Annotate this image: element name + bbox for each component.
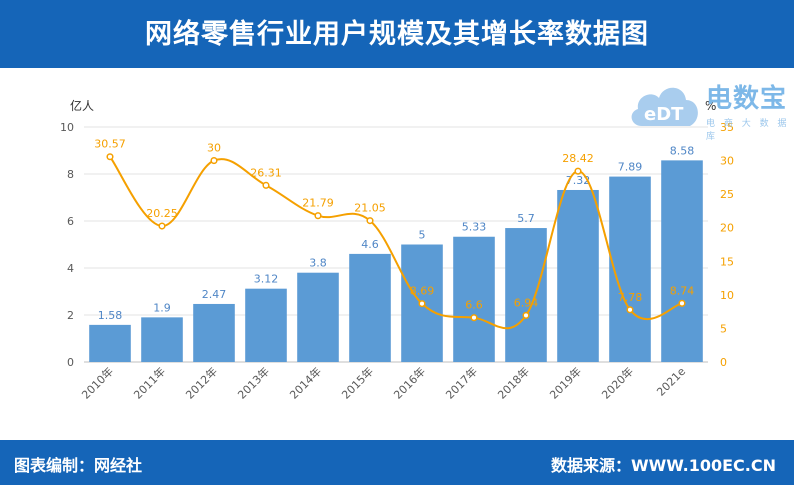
bar-value-label: 8.58: [670, 144, 695, 157]
logo-subtitle: 电 商 大 数 据 库: [706, 119, 790, 142]
bar: [141, 317, 183, 362]
line-point: [314, 212, 322, 220]
bar-value-label: 3.12: [254, 273, 279, 286]
x-axis-tick-label: 2017年: [443, 364, 480, 401]
data-source: 数据来源：WWW.100EC.CN: [550, 456, 776, 475]
header-bar: 网络零售行业用户规模及其增长率数据图: [0, 0, 794, 68]
bar: [661, 160, 703, 362]
line-value-label: 20.25: [146, 207, 178, 220]
bar: [557, 189, 599, 362]
bar: [453, 236, 495, 362]
cloud-logo-icon: eDT: [631, 87, 698, 126]
bar: [349, 253, 391, 362]
line-value-label: 21.79: [302, 197, 334, 210]
right-axis-tick-label: 30: [720, 155, 734, 168]
left-axis-tick-label: 8: [67, 168, 74, 181]
line-point: [678, 299, 686, 307]
growth-line-series: 30.57 20.25 30 26.31 21.79 21.05 8.69 6.6 6.94 28…: [94, 138, 695, 330]
x-axis-tick-label: 2014年: [287, 364, 324, 401]
x-axis: 2010年 2011年 2012年 2013年 2014年 2015年 2016年 2017年…: [79, 364, 689, 401]
line-point: [626, 306, 634, 314]
bar: [609, 176, 651, 362]
x-axis-tick-label: 2013年: [235, 364, 272, 401]
left-axis-tick-label: 6: [67, 215, 74, 228]
line-point: [366, 217, 374, 225]
bar-value-label: 4.6: [361, 238, 379, 251]
growth-line: [109, 156, 683, 330]
bar: [297, 272, 339, 362]
line-value-label: 8.74: [670, 284, 695, 297]
bar-value-label: 5: [419, 229, 426, 242]
right-axis-tick-label: 35: [720, 121, 734, 134]
bar-value-label: 5.33: [462, 221, 487, 234]
line-value-label: 28.42: [562, 152, 594, 165]
line-value-label: 8.69: [410, 285, 435, 298]
right-axis-tick-label: 5: [720, 322, 727, 335]
bar-value-label: 2.47: [202, 288, 227, 301]
x-axis-tick-label: 2018年: [495, 364, 532, 401]
bar-value-label: 1.9: [153, 301, 171, 314]
line-point: [158, 222, 166, 230]
line-point: [522, 311, 530, 319]
line-value-label: 7.78: [618, 291, 643, 304]
footer-bar: 图表编制：网经社 数据来源：WWW.100EC.CN: [0, 440, 794, 485]
x-axis-tick-label: 2021e: [654, 365, 688, 399]
right-axis-tick-label: 15: [720, 255, 734, 268]
bar: [505, 228, 547, 362]
grid-lines: [84, 126, 708, 363]
page-title: 网络零售行业用户规模及其增长率数据图: [145, 19, 649, 50]
bar-value-label: 3.8: [309, 257, 327, 270]
line-value-label: 6.94: [514, 296, 539, 309]
logo-mark-text: eDT: [644, 104, 684, 125]
bar: [89, 324, 131, 362]
left-axis: 0 2 4 6 8 10: [60, 121, 74, 369]
line-value-label: 26.31: [250, 166, 282, 179]
line-value-label: 30.57: [94, 138, 126, 151]
left-axis-tick-label: 4: [67, 262, 74, 275]
x-axis-tick-label: 2016年: [391, 364, 428, 401]
right-axis-tick-label: 25: [720, 188, 734, 201]
line-point: [470, 314, 478, 322]
line-point: [574, 167, 582, 175]
chart-credit: 图表编制：网经社: [14, 456, 143, 475]
line-point: [418, 300, 426, 308]
left-axis-tick-label: 0: [67, 356, 74, 369]
x-axis-tick-label: 2020年: [599, 364, 636, 401]
bar: [193, 303, 235, 362]
line-value-label: 21.05: [354, 202, 386, 215]
x-axis-tick-label: 2011年: [131, 364, 168, 401]
line-point: [262, 181, 270, 189]
bar: [245, 288, 287, 362]
bar-value-label: 1.58: [98, 309, 123, 322]
line-point: [106, 153, 114, 161]
chart: 0 2 4 6 8 10 0 5 10 15 20 25 30 35 1.58 1.9 2.47 3.12 3.…: [60, 98, 734, 402]
right-axis-tick-label: 10: [720, 289, 734, 302]
x-axis-tick-label: 2019年: [547, 364, 584, 401]
right-axis-tick-label: 0: [720, 356, 727, 369]
left-axis-unit: 亿人: [70, 98, 94, 113]
x-axis-tick-label: 2015年: [339, 364, 376, 401]
logo: eDT 电数宝 电 商 大 数 据 库: [628, 72, 794, 142]
right-axis: 0 5 10 15 20 25 30 35: [720, 121, 734, 369]
left-axis-tick-label: 10: [60, 121, 74, 134]
line-point: [210, 157, 218, 165]
logo-name: 电数宝: [706, 84, 788, 114]
x-axis-tick-label: 2012年: [183, 364, 220, 401]
bar-value-label: 7.89: [618, 161, 643, 174]
line-value-label: 30: [207, 142, 221, 155]
line-value-label: 6.6: [465, 299, 483, 312]
left-axis-tick-label: 2: [67, 309, 74, 322]
x-axis-tick-label: 2010年: [79, 364, 116, 401]
right-axis-tick-label: 20: [720, 222, 734, 235]
bar-value-label: 5.7: [517, 212, 535, 225]
right-axis-unit: %: [705, 99, 716, 113]
